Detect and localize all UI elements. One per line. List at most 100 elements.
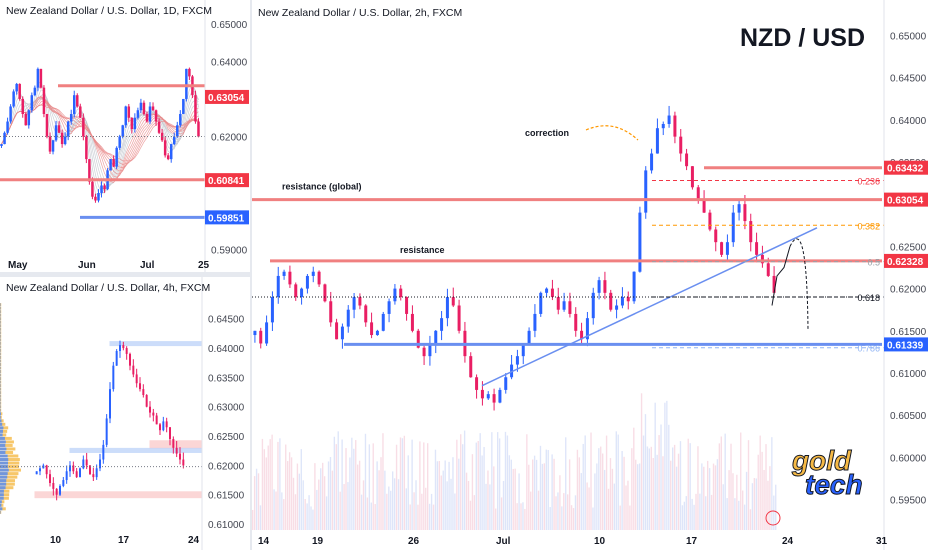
volume-bar [308, 495, 310, 530]
candle-body [568, 301, 572, 314]
candle-body [155, 415, 158, 425]
volume-bar [693, 504, 695, 530]
volume-profile-bar [0, 503, 4, 507]
candle-body [387, 301, 391, 314]
candle-body [133, 117, 137, 130]
volume-bar [277, 441, 279, 530]
candle-body [632, 271, 636, 302]
volume-bar [425, 487, 427, 530]
volume-profile-bar [0, 436, 5, 440]
volume-profile-bar [0, 348, 2, 352]
candle-body [157, 121, 161, 133]
volume-bar [743, 504, 746, 530]
candle-body [27, 110, 31, 126]
moving-average-line [1, 104, 199, 162]
volume-profile-bar [0, 458, 20, 462]
volume-profile-bar [0, 454, 8, 458]
volume-profile-bar [0, 352, 1, 356]
price-label-box [205, 89, 249, 104]
volume-profile-bar [0, 496, 9, 500]
vertical-divider[interactable] [250, 0, 252, 550]
volume-bar [450, 478, 452, 530]
price-tick-label: 0.60000 [890, 453, 927, 464]
price-tick-label: 0.63000 [208, 403, 245, 414]
price-tick-label: 0.65000 [211, 20, 248, 31]
volume-bar [697, 446, 699, 530]
volume-bar [395, 444, 398, 530]
candle-body [591, 292, 595, 319]
candle-body [317, 271, 321, 285]
horizontal-divider[interactable] [0, 272, 250, 277]
price-tick-label: 0.62000 [211, 133, 248, 144]
volume-bar [337, 431, 339, 530]
candle-body [527, 330, 531, 344]
volume-bar [605, 435, 608, 530]
price-label: 0.59851 [208, 213, 245, 224]
candle-body [486, 394, 490, 399]
volume-bar [376, 461, 378, 530]
volume-bar [635, 459, 637, 530]
volume-profile-bar [0, 405, 2, 409]
volume-bar [623, 456, 625, 530]
candle-body [498, 389, 502, 403]
candle-body [103, 185, 106, 190]
candle-body [393, 288, 397, 302]
candle-body [76, 95, 79, 107]
price-label-box [884, 160, 928, 175]
volume-bar [300, 449, 302, 530]
volume-bar [755, 478, 757, 530]
volume-bar [487, 470, 489, 530]
candle-body [340, 326, 344, 340]
volume-bar [685, 496, 687, 530]
candle-body [122, 345, 125, 349]
h4-chart-panel[interactable]: 0.64500 0.64000 0.63500 0.63000 0.62500 0.620… [0, 277, 250, 550]
chart-title: New Zealand Dollar / U.S. Dollar, 1D, FX… [6, 5, 212, 17]
volume-bar [742, 490, 744, 530]
h2-chart[interactable]: 0.236 0.382 0.5 0.618 0.786 0.65000 0.64500 0.6… [252, 0, 932, 550]
candle-body [364, 305, 368, 323]
volume-bar [553, 458, 555, 530]
candle-body [510, 364, 514, 378]
candle-body [305, 275, 309, 289]
moving-average-line [1, 93, 199, 192]
candle-body [475, 377, 479, 390]
candle-body [667, 115, 671, 124]
volume-bar [707, 460, 709, 530]
price-label: 0.63054 [208, 93, 245, 104]
volume-bar [360, 494, 363, 530]
volume-bar [327, 461, 330, 530]
price-label: 0.61339 [887, 340, 924, 351]
candle-body [679, 136, 683, 154]
volume-bar [498, 438, 501, 530]
volume-bar [640, 393, 643, 530]
volume-bar [763, 470, 765, 530]
daily-chart[interactable]: 0.65000 0.64000 0.62000 0.59000 0.63054 0.608… [0, 0, 250, 272]
candle-body [72, 465, 75, 472]
candle-body [434, 330, 438, 344]
price-tick-label: 0.64000 [890, 116, 927, 127]
volume-profile-bar [0, 419, 2, 423]
candle-body [696, 187, 700, 200]
time-tick-label: 17 [686, 536, 698, 547]
daily-chart-panel[interactable]: 0.65000 0.64000 0.62000 0.59000 0.63054 0.608… [0, 0, 250, 272]
volume-bar [292, 477, 295, 530]
candle-body [574, 313, 578, 331]
candle-body [300, 288, 304, 298]
volume-bar [491, 432, 493, 530]
volume-profile-bar [0, 373, 1, 377]
volume-profile-bar [0, 380, 2, 384]
candle-body [335, 322, 339, 340]
h2-chart-panel[interactable]: 0.236 0.382 0.5 0.618 0.786 0.65000 0.64500 0.6… [252, 0, 932, 550]
volume-bar [745, 471, 748, 530]
candle-body [440, 318, 444, 331]
volume-bar [366, 497, 369, 530]
candle-body [66, 121, 70, 137]
volume-bar [302, 480, 304, 530]
volume-bar [570, 505, 573, 530]
candle-body [42, 87, 46, 114]
volume-bar [415, 480, 417, 530]
volume-profile-bar [0, 422, 6, 426]
volume-bar [703, 466, 705, 530]
volume-profile-bar [0, 338, 1, 342]
h4-chart[interactable]: 0.64500 0.64000 0.63500 0.63000 0.62500 0.620… [0, 277, 250, 550]
